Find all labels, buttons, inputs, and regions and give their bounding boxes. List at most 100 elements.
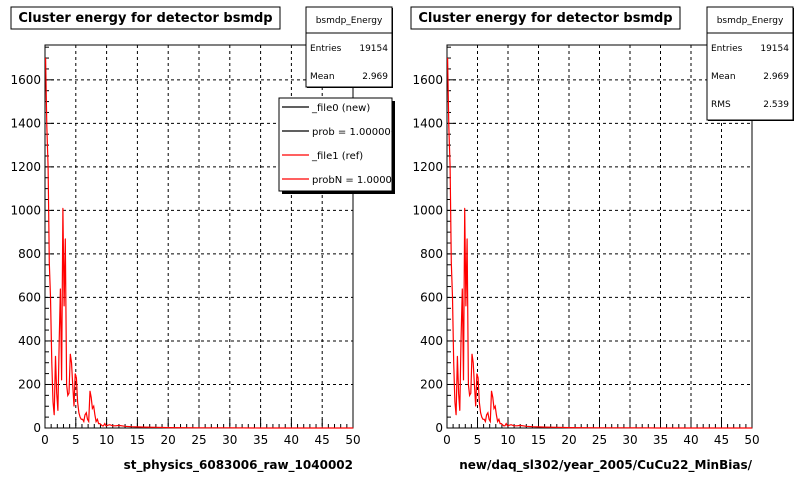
data-point	[532, 426, 533, 428]
x-tick-label: 10	[500, 433, 515, 447]
series-line	[447, 58, 752, 429]
data-point	[115, 425, 117, 427]
data-point	[498, 418, 500, 420]
data-point	[103, 425, 104, 427]
stats-label: Mean	[711, 72, 736, 82]
data-point	[73, 405, 75, 407]
y-tick-label: 1000	[10, 203, 41, 217]
data-point	[459, 410, 461, 411]
data-point	[494, 405, 496, 407]
data-point	[751, 427, 753, 429]
data-point	[95, 421, 97, 422]
stats-value: 2.539	[763, 100, 789, 110]
data-point	[450, 262, 452, 264]
data-point	[464, 207, 466, 209]
data-point	[69, 353, 71, 355]
data-point	[47, 166, 49, 168]
data-point	[465, 305, 467, 307]
x-tick-label: 30	[622, 433, 637, 447]
x-tick-label: 30	[222, 433, 237, 447]
y-tick-label: 1000	[412, 203, 443, 217]
data-point	[112, 425, 114, 427]
data-point	[538, 426, 539, 428]
data-point	[568, 427, 570, 428]
data-point	[472, 362, 474, 364]
data-point	[118, 424, 120, 426]
x-axis-title: new/daq_sl302/year_2005/CuCu22_MinBias/	[459, 458, 752, 473]
data-point	[503, 425, 505, 427]
data-point	[94, 414, 96, 416]
data-point	[352, 427, 354, 429]
data-point	[448, 125, 450, 126]
data-point	[155, 426, 157, 428]
stats-name: bsmdp_Energy	[316, 16, 383, 26]
data-point	[72, 384, 74, 385]
data-point	[137, 426, 138, 428]
x-tick-label: 10	[99, 433, 114, 447]
stats-box	[305, 6, 393, 88]
data-point	[167, 427, 169, 428]
data-point	[85, 412, 87, 414]
y-tick-label: 400	[18, 334, 41, 348]
y-tick-label: 1200	[412, 160, 443, 174]
x-tick-label: 35	[653, 433, 668, 447]
data-point	[100, 424, 102, 426]
data-point	[62, 207, 64, 209]
y-tick-label: 1400	[412, 116, 443, 130]
data-point	[474, 384, 475, 385]
data-point	[487, 412, 489, 414]
data-point	[500, 423, 502, 425]
x-tick-label: 40	[683, 433, 698, 447]
data-point	[454, 401, 456, 403]
series-line	[45, 58, 353, 429]
data-point	[461, 288, 463, 290]
stats-value: 19154	[760, 44, 789, 54]
stats-value: 2.969	[362, 72, 388, 82]
data-point	[56, 392, 58, 394]
data-point	[63, 305, 65, 307]
chart-panel-1: 0 5 10 15 20 25 30 35 40 45 50 0 200 400 600 800 1000 120…	[10, 6, 395, 473]
x-tick-label: 15	[130, 433, 145, 447]
data-point	[525, 425, 527, 427]
legend-label: _file0 (new)	[311, 103, 370, 114]
stats-value: 19154	[359, 44, 388, 54]
data-point	[660, 427, 661, 429]
stats-box	[706, 6, 794, 121]
data-point	[483, 418, 485, 420]
data-point	[453, 362, 455, 364]
data-point	[64, 238, 66, 240]
data-point	[510, 424, 512, 426]
data-point	[460, 340, 462, 342]
x-tick-label: 45	[714, 433, 729, 447]
chart-title: Cluster energy for detector bsmdp	[418, 11, 672, 26]
data-point	[477, 377, 479, 379]
x-tick-label: 20	[561, 433, 576, 447]
data-point	[105, 425, 107, 427]
data-point	[76, 377, 77, 379]
data-point	[51, 362, 53, 364]
stats-label: Entries	[310, 44, 342, 54]
y-tick-label: 400	[420, 334, 443, 348]
data-point	[496, 414, 497, 416]
x-tick-label: 45	[315, 433, 330, 447]
y-tick-label: 1600	[10, 73, 41, 87]
data-point	[260, 427, 261, 429]
data-point	[467, 384, 469, 385]
legend-label: _file1 (ref)	[311, 151, 363, 162]
stats-label: Entries	[711, 44, 743, 54]
stats-name: bsmdp_Energy	[717, 16, 784, 26]
data-point	[321, 427, 323, 429]
x-tick-label: 20	[161, 433, 176, 447]
data-point	[449, 166, 451, 168]
data-point	[690, 427, 692, 429]
data-point	[60, 288, 61, 290]
data-point	[475, 405, 477, 407]
data-point	[84, 414, 86, 416]
data-point	[456, 355, 458, 357]
data-point	[68, 392, 70, 394]
chart-title-box	[10, 6, 281, 30]
data-point	[629, 427, 631, 429]
data-point	[497, 421, 499, 422]
data-point	[82, 418, 83, 420]
data-point	[80, 418, 82, 420]
